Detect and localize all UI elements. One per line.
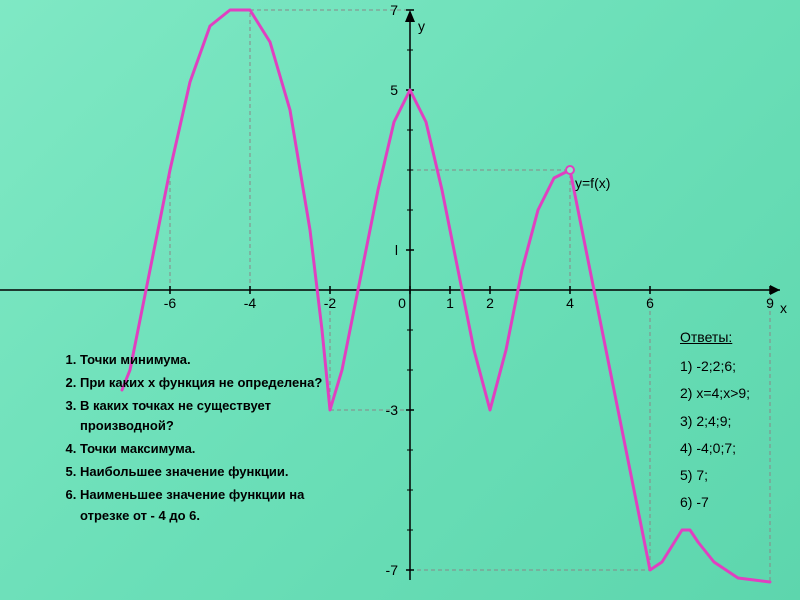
- svg-text:4: 4: [566, 295, 574, 311]
- answers-panel: Ответы: 1) -2;2;6; 2) x=4;x>9; 3) 2;4;9;…: [680, 325, 750, 517]
- x-axis-label: x: [780, 300, 787, 316]
- question-item: При каких x функция не определена?: [80, 373, 340, 394]
- question-item: В каких точках не существует производной…: [80, 396, 340, 438]
- svg-text:1: 1: [446, 295, 454, 311]
- svg-text:-7: -7: [386, 562, 399, 578]
- svg-text:-2: -2: [324, 295, 337, 311]
- svg-text:-4: -4: [244, 295, 257, 311]
- svg-text:5: 5: [390, 82, 398, 98]
- svg-text:-3: -3: [386, 402, 399, 418]
- answers-title: Ответы:: [680, 325, 750, 350]
- svg-text:-6: -6: [164, 295, 177, 311]
- questions-list: Точки минимума. При каких x функция не о…: [60, 350, 340, 526]
- questions-panel: Точки минимума. При каких x функция не о…: [60, 350, 340, 528]
- answer-item: 4) -4;0;7;: [680, 436, 750, 461]
- svg-text:7: 7: [390, 2, 398, 18]
- answer-item: 2) x=4;x>9;: [680, 381, 750, 406]
- svg-text:l: l: [395, 242, 398, 258]
- question-item: Наибольшее значение функции.: [80, 462, 340, 483]
- answer-item: 3) 2;4;9;: [680, 409, 750, 434]
- answer-item: 1) -2;2;6;: [680, 354, 750, 379]
- svg-text:0: 0: [398, 295, 406, 311]
- svg-text:6: 6: [646, 295, 654, 311]
- function-label: y=f(x): [575, 175, 610, 191]
- question-item: Точки минимума.: [80, 350, 340, 371]
- question-item: Точки максимума.: [80, 439, 340, 460]
- question-item: Наименьшее значение функции на отрезке о…: [80, 485, 340, 527]
- svg-text:2: 2: [486, 295, 494, 311]
- y-axis-label: y: [418, 18, 425, 34]
- svg-text:9: 9: [766, 295, 774, 311]
- answer-item: 5) 7;: [680, 463, 750, 488]
- answer-item: 6) -7: [680, 490, 750, 515]
